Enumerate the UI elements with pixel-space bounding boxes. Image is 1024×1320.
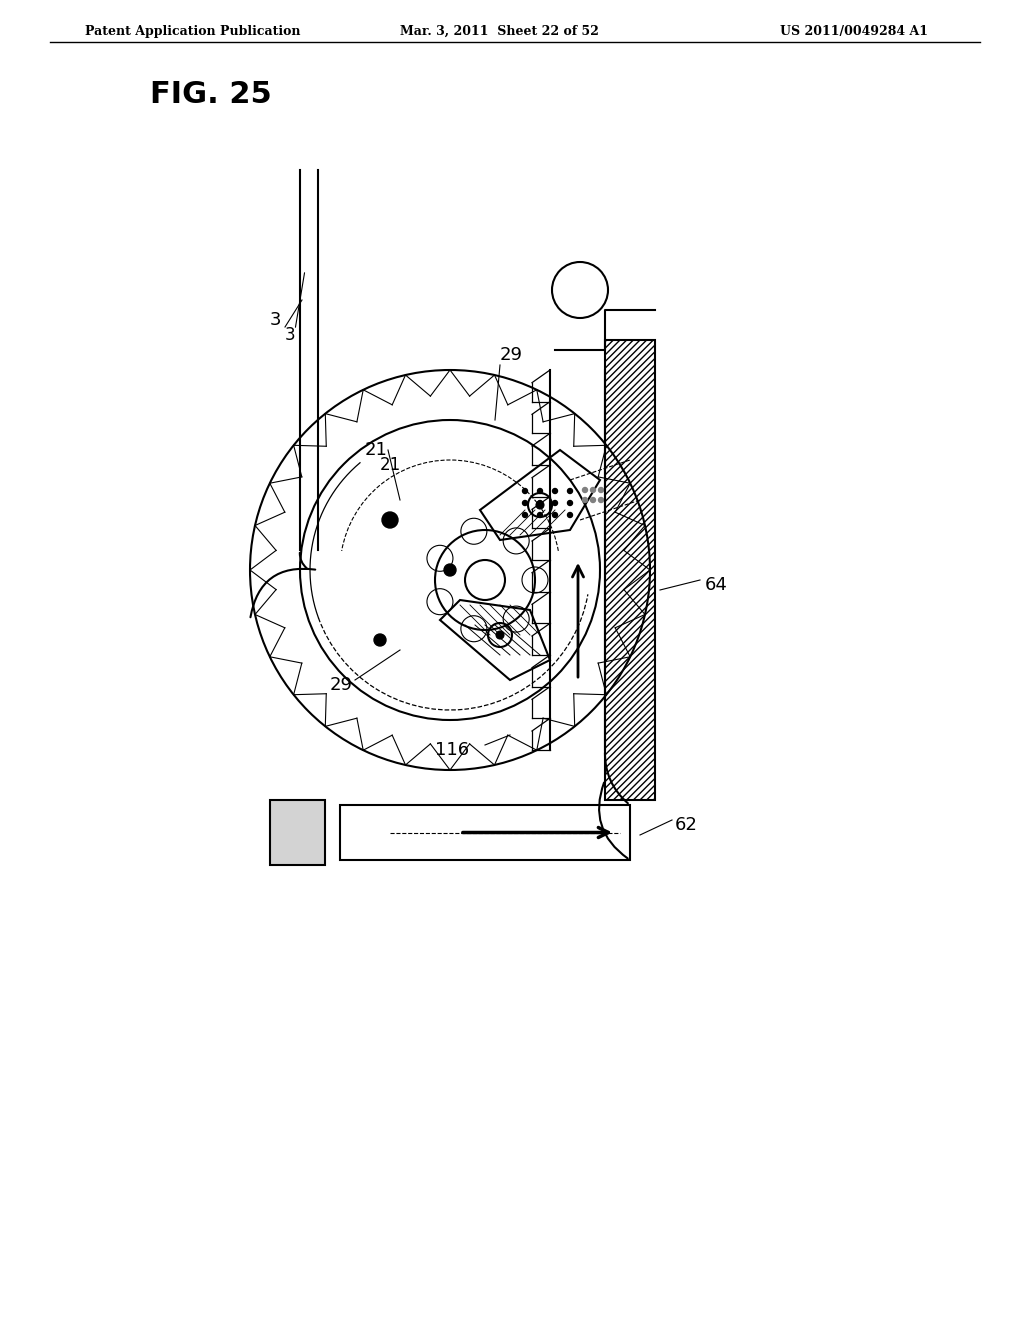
Text: 29: 29 (330, 676, 353, 694)
Circle shape (583, 487, 588, 492)
Text: US 2011/0049284 A1: US 2011/0049284 A1 (780, 25, 928, 38)
Circle shape (567, 512, 572, 517)
Text: 64: 64 (705, 576, 728, 594)
FancyArrowPatch shape (605, 752, 628, 803)
Text: 3: 3 (270, 312, 282, 329)
Text: FIG. 25: FIG. 25 (150, 81, 271, 110)
Circle shape (553, 512, 557, 517)
Text: 3: 3 (285, 326, 296, 345)
Bar (340, 805, 630, 861)
Circle shape (553, 488, 557, 494)
Circle shape (522, 500, 527, 506)
Text: Patent Application Publication: Patent Application Publication (85, 25, 300, 38)
Text: 21: 21 (380, 455, 401, 474)
Circle shape (374, 634, 386, 645)
Circle shape (591, 487, 596, 492)
FancyArrowPatch shape (251, 569, 315, 618)
Bar (270, 800, 325, 865)
Circle shape (382, 512, 398, 528)
Circle shape (538, 488, 543, 494)
Text: 116: 116 (435, 741, 469, 759)
Circle shape (553, 500, 557, 506)
Circle shape (496, 631, 504, 639)
Text: Mar. 3, 2011  Sheet 22 of 52: Mar. 3, 2011 Sheet 22 of 52 (400, 25, 599, 38)
FancyArrowPatch shape (300, 553, 307, 569)
Circle shape (538, 500, 543, 506)
Circle shape (591, 498, 596, 503)
Circle shape (522, 512, 527, 517)
Circle shape (444, 564, 456, 576)
Text: 21: 21 (365, 441, 388, 459)
Text: 29: 29 (500, 346, 523, 364)
Circle shape (598, 487, 603, 492)
Text: 62: 62 (675, 816, 698, 834)
Circle shape (583, 498, 588, 503)
Circle shape (598, 498, 603, 503)
Circle shape (536, 502, 544, 510)
FancyArrowPatch shape (599, 783, 628, 858)
Circle shape (538, 512, 543, 517)
Circle shape (522, 488, 527, 494)
Circle shape (567, 500, 572, 506)
Circle shape (567, 488, 572, 494)
